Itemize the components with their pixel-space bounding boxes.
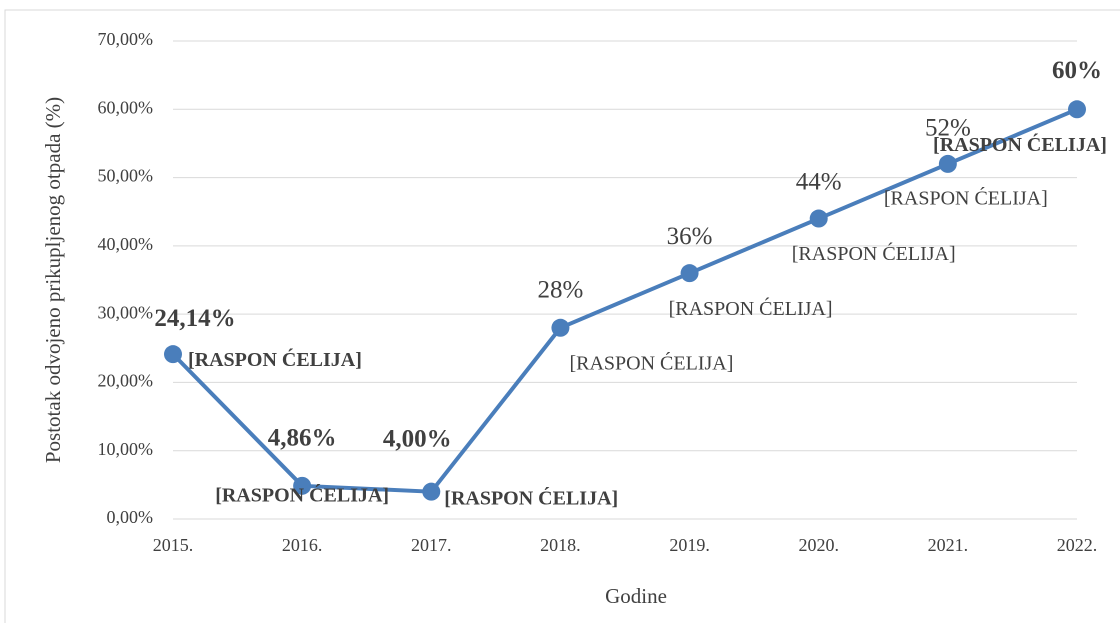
annotation: [RASPON ĆELIJA]	[933, 132, 1107, 156]
data-label: 28%	[538, 277, 584, 304]
data-label: 4,86%	[268, 425, 337, 452]
marker	[680, 264, 699, 283]
data-label: 44%	[796, 168, 842, 195]
annotation: [RASPON ĆELIJA]	[669, 296, 833, 320]
y-tick-label: 70,00%	[98, 29, 154, 49]
y-tick-label: 50,00%	[98, 166, 154, 186]
marker	[1068, 100, 1086, 119]
annotation: [RASPON ĆELIJA]	[569, 350, 733, 374]
data-label: 24,14%	[154, 305, 235, 332]
marker	[422, 482, 441, 501]
data-label: 52%	[925, 115, 971, 142]
y-tick-label: 0,00%	[107, 507, 154, 527]
data-label: 60%	[1052, 57, 1102, 84]
annotation: [RASPON ĆELIJA]	[884, 186, 1048, 210]
x-tick-label: 2020.	[798, 535, 839, 555]
x-tick-label: 2016.	[282, 535, 323, 555]
x-tick-label: 2017.	[411, 535, 452, 555]
y-tick-label: 40,00%	[98, 234, 154, 254]
marker	[551, 318, 570, 337]
data-label: 4,00%	[383, 425, 452, 452]
marker	[809, 209, 828, 228]
y-axis-title: Postotak odvojeno prikupljenog otpada (%…	[41, 97, 65, 463]
x-tick-label: 2018.	[540, 535, 581, 555]
annotation: [RASPON ĆELIJA]	[188, 347, 362, 371]
data-label: 36%	[667, 223, 713, 250]
y-tick-label: 20,00%	[98, 371, 154, 391]
annotation: [RASPON ĆELIJA]	[215, 482, 389, 506]
marker	[164, 345, 182, 364]
y-tick-label: 60,00%	[98, 97, 154, 117]
x-tick-label: 2019.	[669, 535, 710, 555]
y-tick-label: 10,00%	[98, 439, 154, 459]
chart-frame	[4, 9, 1120, 623]
x-tick-label: 2015.	[153, 535, 194, 555]
y-tick-label: 30,00%	[98, 302, 154, 322]
x-tick-label: 2022.	[1057, 535, 1098, 555]
marker	[293, 476, 312, 495]
annotation: [RASPON ĆELIJA]	[444, 485, 618, 509]
x-tick-label: 2021.	[928, 535, 969, 555]
marker	[938, 154, 957, 173]
annotation: [RASPON ĆELIJA]	[792, 241, 956, 265]
x-axis-title: Godine	[605, 584, 667, 608]
line	[171, 107, 1078, 494]
